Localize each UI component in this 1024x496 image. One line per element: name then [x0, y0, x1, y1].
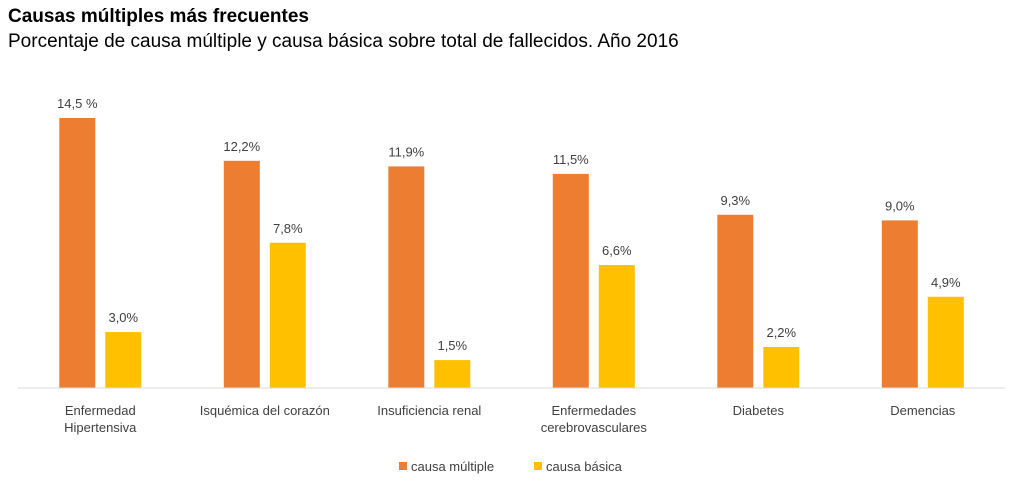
bar-causa-basica-5	[927, 296, 964, 388]
legend-swatch-causa-basica	[534, 462, 542, 470]
bar-causa-basica-0	[105, 332, 142, 388]
bar-causa-multiple-3	[552, 173, 589, 388]
bar-causa-multiple-0	[59, 118, 96, 388]
data-label: 12,2%	[223, 139, 260, 154]
data-label: 6,6%	[602, 243, 632, 258]
legend-label-causa-basica: causa básica	[546, 459, 623, 474]
bar-causa-basica-4	[763, 347, 800, 388]
data-label: 4,9%	[931, 275, 961, 290]
data-label: 1,5%	[437, 338, 467, 353]
bar-causa-multiple-5	[881, 220, 918, 388]
data-label: 9,3%	[720, 193, 750, 208]
bar-causa-multiple-1	[223, 160, 260, 388]
chart-subtitle: Porcentaje de causa múltiple y causa bás…	[8, 31, 679, 52]
category-label-2: Insuficiencia renal	[377, 403, 481, 418]
data-label: 14,5 %	[57, 96, 98, 111]
chart-title: Causas múltiples más frecuentes	[8, 6, 309, 27]
bar-causa-basica-1	[269, 242, 306, 388]
legend-swatch-causa-multiple	[399, 462, 407, 470]
category-label-3: Enfermedades cerebrovasculares	[541, 403, 648, 435]
data-label: 11,9%	[388, 144, 424, 159]
legend: causa múltiple causa básica	[399, 459, 623, 474]
value-labels-group: 14,5 % 3,0% 12,2% 7,8% 11,9% 1,5% 11,5% 6,6% 9,3…	[57, 96, 961, 353]
bar-causa-basica-2	[434, 360, 471, 388]
legend-label-causa-multiple: causa múltiple	[411, 459, 494, 474]
category-label-1: Isquémica del corazón	[200, 403, 330, 418]
bars-group	[59, 118, 964, 388]
data-label: 7,8%	[273, 221, 303, 236]
data-label: 9,0%	[885, 198, 915, 213]
category-label-4: Diabetes	[733, 403, 785, 418]
bar-causa-multiple-2	[388, 166, 425, 388]
data-label: 3,0%	[108, 310, 138, 325]
category-label-5: Demencias	[890, 403, 956, 418]
data-label: 2,2%	[766, 325, 796, 340]
bar-causa-multiple-4	[717, 214, 754, 388]
category-labels-group: Enfermedad Hipertensiva Isquémica del cora…	[64, 403, 956, 435]
category-label-0: Enfermedad Hipertensiva	[64, 403, 137, 435]
bar-causa-basica-3	[598, 265, 635, 388]
data-label: 11,5%	[553, 152, 589, 167]
